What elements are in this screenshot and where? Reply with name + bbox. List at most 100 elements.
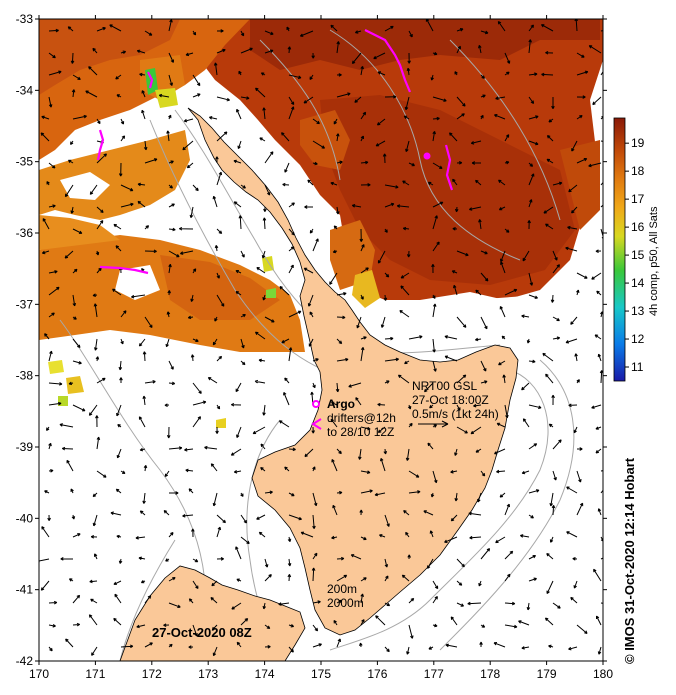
current-vector	[118, 558, 123, 564]
current-vector	[120, 310, 127, 318]
current-vector	[120, 202, 134, 208]
current-vector	[600, 536, 603, 542]
current-vector	[404, 360, 410, 365]
current-vector	[543, 206, 554, 214]
current-vector	[336, 448, 342, 455]
current-vector	[453, 284, 458, 296]
current-vector	[480, 470, 486, 477]
current-vector	[42, 218, 50, 230]
current-vector	[408, 30, 413, 38]
current-vector	[380, 316, 386, 328]
current-vector	[330, 24, 338, 32]
y-tick-label: -38	[16, 369, 34, 383]
current-vector	[432, 162, 443, 169]
current-vector	[120, 50, 127, 54]
current-vector	[48, 286, 60, 296]
current-vector	[89, 184, 98, 195]
current-vector	[597, 646, 602, 655]
current-vector	[570, 596, 578, 604]
current-vector	[230, 448, 242, 456]
current-vector	[190, 294, 194, 302]
current-vector	[262, 217, 267, 230]
current-vector	[212, 338, 218, 346]
current-vector	[588, 162, 602, 168]
contour-legend-line2: 2000m	[327, 596, 364, 610]
current-vector	[405, 140, 410, 153]
current-vector	[312, 466, 316, 472]
current-vector	[360, 160, 369, 165]
current-vector	[190, 354, 195, 362]
y-tick-label: -36	[16, 226, 34, 240]
current-vector	[456, 316, 467, 328]
current-vector	[288, 646, 294, 653]
colorbar: 11 12 13 14 15 16 17 18 19 4h comp, p50, All Sat…	[613, 117, 660, 382]
current-vector	[96, 206, 104, 213]
current-vector	[96, 267, 102, 274]
current-vector	[331, 535, 338, 540]
current-vector	[48, 162, 56, 169]
current-vector	[70, 488, 74, 494]
current-vector	[406, 250, 411, 258]
current-vector	[406, 646, 410, 655]
current-vector	[309, 74, 314, 80]
current-vector	[360, 577, 367, 582]
current-vector	[182, 513, 194, 518]
map-timestamp: 27-Oct-2020 08Z	[152, 625, 252, 640]
current-vector	[264, 574, 272, 582]
y-tick-label: -34	[16, 83, 34, 97]
current-vector	[504, 71, 510, 76]
current-vector	[548, 423, 554, 428]
current-vector	[456, 580, 463, 586]
current-vector	[240, 47, 253, 54]
current-vector	[432, 595, 438, 604]
north-island-land	[187, 107, 519, 636]
current-vector	[288, 228, 295, 236]
current-vector	[360, 111, 367, 120]
current-vector	[167, 290, 171, 296]
current-vector	[240, 492, 244, 497]
current-vector	[168, 532, 174, 538]
current-vector	[456, 45, 461, 54]
current-vector	[504, 503, 510, 516]
current-vector	[360, 536, 367, 541]
current-vector	[131, 294, 146, 299]
current-vector	[360, 135, 364, 142]
current-vector	[444, 536, 458, 543]
current-vector	[473, 403, 482, 408]
current-vector	[496, 422, 506, 428]
current-vector	[72, 316, 77, 320]
current-vector	[551, 97, 555, 110]
current-vector	[329, 272, 338, 285]
current-vector	[336, 490, 343, 495]
current-vector	[144, 642, 153, 648]
current-vector	[72, 294, 77, 307]
current-vector	[544, 617, 554, 626]
current-vector	[48, 312, 55, 318]
current-vector	[565, 338, 578, 344]
current-vector	[168, 74, 173, 86]
current-vector	[432, 96, 447, 102]
current-vector	[188, 598, 194, 604]
current-vector	[526, 338, 531, 344]
current-vector	[235, 291, 242, 296]
current-vector	[164, 470, 170, 478]
current-vector	[336, 599, 342, 604]
current-vector	[116, 534, 122, 539]
current-vector	[400, 272, 410, 279]
current-vector	[72, 228, 83, 234]
current-vector	[384, 202, 395, 208]
current-vector	[283, 392, 290, 406]
current-vector	[139, 72, 146, 77]
current-vector	[288, 74, 302, 80]
contour-legend-line1: 200m	[327, 582, 357, 596]
current-vector	[573, 426, 578, 434]
current-vector	[407, 404, 412, 410]
current-vector	[212, 195, 218, 208]
current-vector	[311, 52, 315, 59]
current-vector	[237, 140, 242, 150]
current-vector	[528, 404, 542, 410]
current-vector	[72, 622, 81, 627]
current-vector	[216, 404, 221, 410]
current-vector	[95, 415, 99, 428]
current-vector	[552, 264, 560, 274]
